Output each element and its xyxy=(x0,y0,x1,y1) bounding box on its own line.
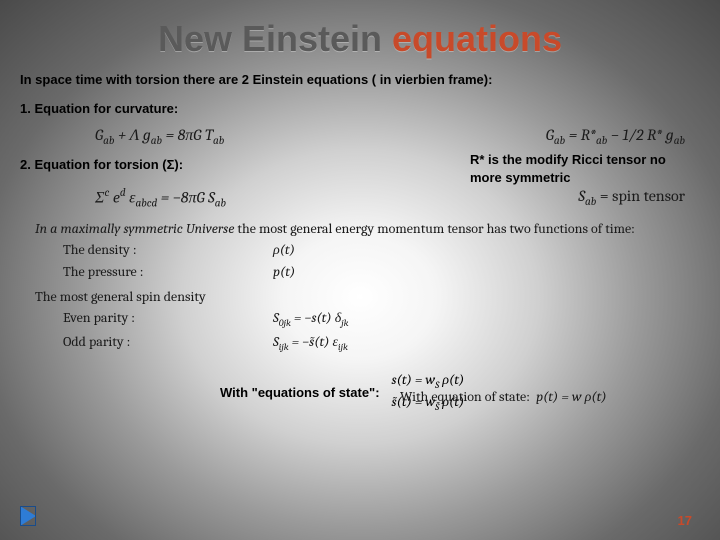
slide-title: New Einstein equations xyxy=(0,0,720,60)
next-arrow-icon[interactable] xyxy=(20,506,36,526)
eos-of-state-row: With "equations of state": s(t) = wS ρ(t… xyxy=(0,356,720,415)
ricci-note: R* is the modify Ricci tensor no more sy… xyxy=(470,151,685,186)
gab-definition: Gab = R*ab − 1/2 R* gab xyxy=(546,126,685,147)
eos-label: With "equations of state": xyxy=(220,385,380,400)
torsion-eq-row: Σc ed εabcd = −8πG Sab Sab = spin tensor xyxy=(0,186,720,214)
title-accent: equations xyxy=(392,18,562,59)
pressure-line: The pressure : p(t) xyxy=(35,261,700,283)
section-curvature: 1. Equation for curvature: xyxy=(0,95,720,122)
page-number: 17 xyxy=(678,513,692,528)
intro-text: In space time with torsion there are 2 E… xyxy=(0,60,720,95)
even-parity-line: Even parity : S0jk = −s(t) δjk xyxy=(35,307,700,331)
eos-right: With equation of state: p(t) = w ρ(t) xyxy=(400,388,607,406)
max-sym-header: In a maximally symmetric Universe the mo… xyxy=(35,220,700,237)
density-value: ρ(t) xyxy=(273,239,295,261)
odd-parity-line: Odd parity : Sijk = −s̃(t) εijk xyxy=(35,331,700,355)
torsion-equation: Σc ed εabcd = −8πG Sab xyxy=(95,186,226,210)
title-prefix: New Einstein xyxy=(158,18,392,59)
curvature-equation: Gab + Λ gab = 8πG Tab xyxy=(95,126,224,147)
spin-density-header: The most general spin density xyxy=(35,288,700,305)
density-line: The density : ρ(t) xyxy=(35,239,700,261)
spin-tensor-def: Sab = spin tensor xyxy=(578,187,685,208)
section-torsion: 2. Equation for torsion (Σ): xyxy=(20,151,203,178)
pressure-value: p(t) xyxy=(273,261,295,283)
odd-parity-value: Sijk = −s̃(t) εijk xyxy=(273,331,348,355)
even-parity-value: S0jk = −s(t) δjk xyxy=(273,307,348,331)
curvature-eq-row: Gab + Λ gab = 8πG Tab Gab = R*ab − 1/2 R… xyxy=(0,122,720,151)
max-symmetric-block: In a maximally symmetric Universe the mo… xyxy=(0,214,720,356)
